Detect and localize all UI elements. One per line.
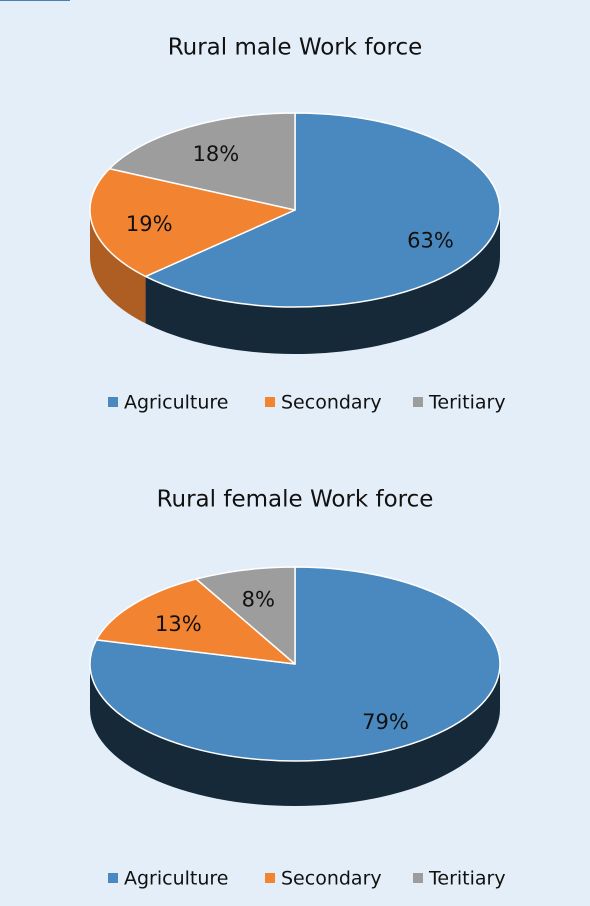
- data-label: 19%: [126, 212, 173, 236]
- chart-title: Rural female Work force: [157, 487, 434, 513]
- chart-title: Rural male Work force: [168, 35, 423, 61]
- data-label: 8%: [242, 587, 275, 611]
- legend-swatch: [413, 397, 423, 407]
- legend-swatch: [265, 873, 275, 883]
- slice-side: [90, 664, 500, 806]
- data-label: 79%: [362, 710, 409, 734]
- legend-label: Agriculture: [124, 868, 229, 890]
- slice: [144, 112, 501, 308]
- legend-label: Teritiary: [428, 392, 506, 414]
- data-label: 18%: [193, 142, 240, 166]
- slice-side: [145, 210, 500, 354]
- legend-label: Agriculture: [124, 392, 229, 414]
- legend-swatch: [413, 873, 423, 883]
- data-label: 13%: [155, 612, 202, 636]
- legend-label: Secondary: [281, 868, 382, 890]
- legend-swatch: [108, 873, 118, 883]
- slice: [195, 566, 296, 665]
- slice: [108, 112, 296, 211]
- legend-label: Secondary: [281, 392, 382, 414]
- legend-swatch: [265, 397, 275, 407]
- slice: [89, 167, 296, 278]
- data-label: 63%: [407, 229, 454, 253]
- legend-swatch: [108, 397, 118, 407]
- slice: [95, 578, 296, 665]
- legend-label: Teritiary: [428, 868, 506, 890]
- slice-side: [90, 210, 146, 324]
